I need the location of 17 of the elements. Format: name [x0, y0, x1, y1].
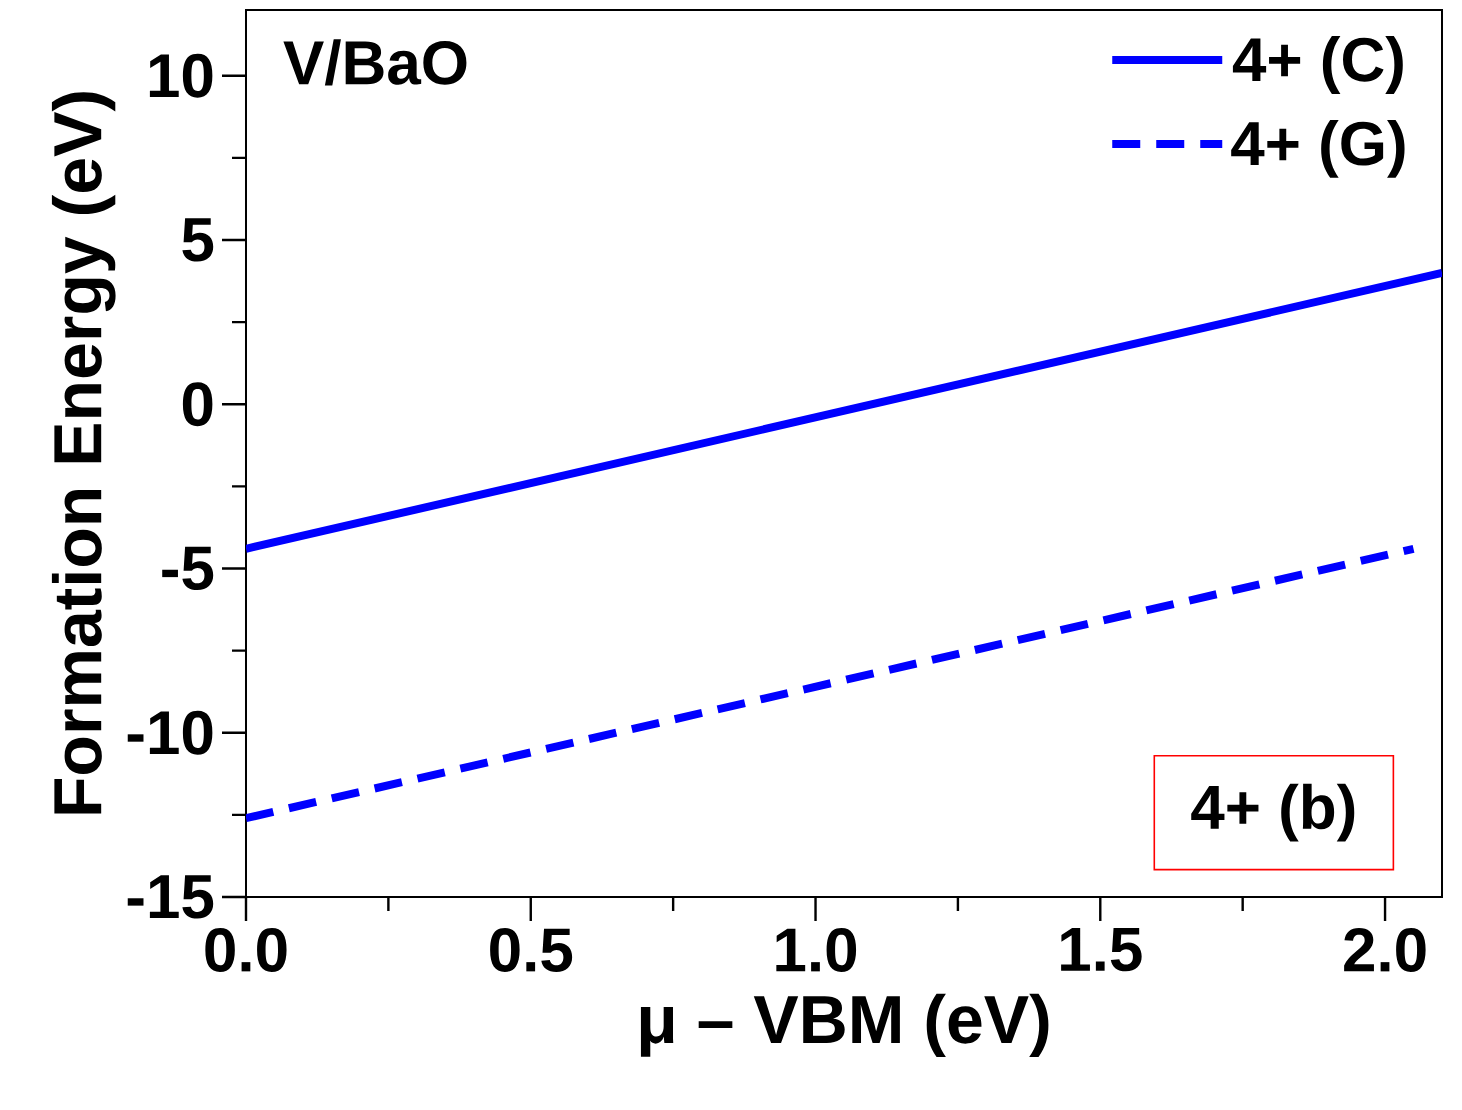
- y-tick-label: 5: [182, 218, 214, 262]
- y-tick-label: -5: [162, 546, 214, 591]
- y-tick-label: -15: [127, 875, 214, 919]
- annotation: V/BaO: [283, 39, 467, 86]
- x-tick-label: 0.0: [205, 928, 287, 972]
- x-axis-title: μ – VBM (eV): [640, 993, 1049, 1058]
- y-tick-label: -10: [127, 710, 213, 755]
- x-tick-label: 0.5: [490, 928, 573, 972]
- x-tick-label: 1.0: [776, 928, 857, 972]
- y-axis-title: Formation Energy (eV): [51, 92, 116, 814]
- x-tick-label: 1.5: [1061, 928, 1142, 972]
- legend-label: 4+ (C): [1232, 36, 1403, 94]
- y-tick-label: 10: [149, 53, 213, 98]
- legend-label: 4+ (G): [1231, 120, 1405, 178]
- x-tick-label: 2.0: [1344, 928, 1426, 972]
- y-tick-label: 0: [182, 382, 213, 427]
- annotation: 4+ (b): [1191, 783, 1355, 842]
